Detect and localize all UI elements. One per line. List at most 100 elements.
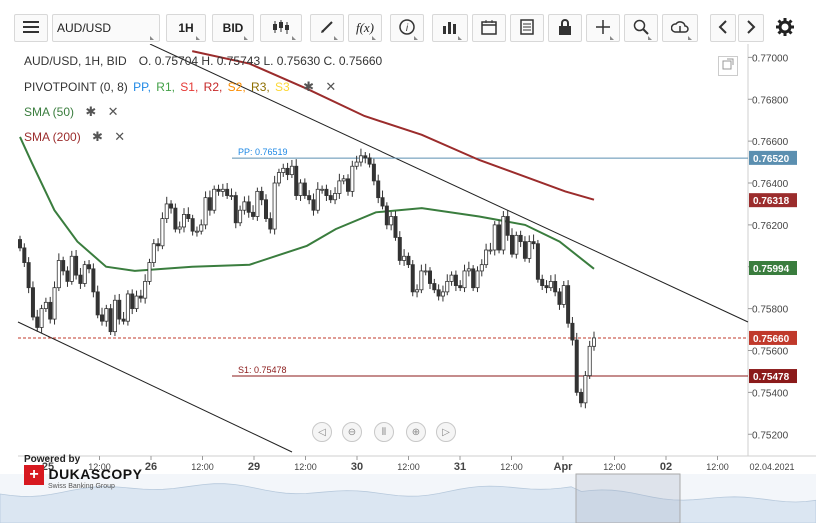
scroll-left-button[interactable]: ◁ xyxy=(312,422,332,442)
candle-body xyxy=(229,195,234,197)
pivot-item: S1, xyxy=(176,80,199,94)
x-tick-label: 12:00 xyxy=(191,462,214,472)
pivot-item: R2, xyxy=(200,80,223,94)
candle-body xyxy=(307,195,312,201)
candle-body xyxy=(289,165,294,176)
candle-body xyxy=(276,172,281,184)
candle-body xyxy=(423,270,428,273)
crosshair-icon xyxy=(595,19,611,38)
candle-body xyxy=(376,180,381,199)
pivot-items: PP, R1, S1, R2, S2, R3, S3 xyxy=(133,80,292,94)
y-tick-label: 0.75200 xyxy=(752,430,789,441)
sma200-settings-icon[interactable]: ✱ xyxy=(92,129,103,144)
instrument-selector[interactable]: AUD/USD xyxy=(52,14,160,42)
chart-type-button[interactable] xyxy=(260,14,302,42)
candle-body xyxy=(190,218,195,232)
navigator-window xyxy=(575,473,681,524)
candle-body xyxy=(251,211,256,217)
candle-body xyxy=(333,193,338,201)
candle-body xyxy=(505,216,510,236)
y-tick-label: 0.75400 xyxy=(752,388,789,399)
zoom-button[interactable] xyxy=(624,14,658,42)
pivot-settings-icon[interactable]: ✱ xyxy=(303,79,314,94)
pivot-close-icon[interactable]: ✕ xyxy=(325,79,337,94)
trendlines xyxy=(17,43,749,453)
zoom-out-button[interactable]: ⊖ xyxy=(342,422,362,442)
candle-body xyxy=(302,182,307,196)
candle-body xyxy=(112,299,117,333)
pp-label: PP: 0.76519 xyxy=(238,147,288,157)
upper-trendline xyxy=(149,43,749,323)
reset-button[interactable]: ⦀ xyxy=(374,422,394,442)
price-chart[interactable]: PP: 0.76519 S1: 0.75478 0.77000 0.76800 0.7… xyxy=(0,43,816,524)
zoom-icon xyxy=(633,19,649,38)
x-tick-label: 12:00 xyxy=(500,462,523,472)
x-tick-label: 29 xyxy=(248,461,260,473)
candle-body xyxy=(259,190,264,201)
svg-text:i: i xyxy=(406,23,409,34)
draw-button[interactable] xyxy=(310,14,344,42)
indicators-button[interactable] xyxy=(432,14,468,42)
candle-body xyxy=(74,255,79,276)
price-tag xyxy=(749,150,797,165)
calendar-button[interactable] xyxy=(472,14,506,42)
candle-body xyxy=(341,178,346,182)
price-tag xyxy=(749,193,797,208)
x-tick-label: 02 xyxy=(660,461,672,473)
side-selector[interactable]: BID xyxy=(212,14,254,42)
sma50-settings-icon[interactable]: ✱ xyxy=(85,104,97,119)
prev-button[interactable] xyxy=(710,14,736,42)
notes-button[interactable] xyxy=(510,14,544,42)
price-tag xyxy=(749,369,797,384)
candle-body xyxy=(151,243,156,263)
lock-button[interactable] xyxy=(548,14,582,42)
sma50-close-icon[interactable]: ✕ xyxy=(107,104,119,119)
calendar-icon xyxy=(481,19,497,38)
candle-body xyxy=(207,197,212,211)
candle-body xyxy=(501,216,506,251)
candle-body xyxy=(475,270,480,289)
candle-body xyxy=(87,264,92,270)
notes-icon xyxy=(520,18,534,38)
chart-area[interactable]: PP: 0.76519 S1: 0.75478 0.77000 0.76800 0.7… xyxy=(0,43,816,524)
function-button[interactable]: f(x) xyxy=(348,14,382,42)
popout-button[interactable] xyxy=(718,56,738,76)
popout-icon xyxy=(722,57,734,75)
candle-body xyxy=(30,287,35,318)
scroll-right-icon: ▷ xyxy=(442,426,450,438)
zoom-in-button[interactable]: ⊕ xyxy=(406,422,426,442)
sma200-close-icon[interactable]: ✕ xyxy=(114,129,126,144)
candle-body xyxy=(268,218,273,230)
next-icon xyxy=(746,19,756,37)
scroll-right-button[interactable]: ▷ xyxy=(436,422,456,442)
candle-body xyxy=(173,207,178,230)
sma200-legend: SMA (200) ✱ ✕ xyxy=(24,129,127,145)
candle-body xyxy=(492,224,497,251)
candle-body xyxy=(328,195,333,201)
pivot-item: S3 xyxy=(271,80,290,94)
pivot-legend: PIVOTPOINT (0, 8) PP, R1, S1, R2, S2, R3… xyxy=(24,79,338,95)
timeframe-selector[interactable]: 1H xyxy=(166,14,206,42)
candle-body xyxy=(440,291,445,297)
info-button[interactable]: i xyxy=(390,14,424,42)
candle-body xyxy=(78,274,83,284)
timeframe-label: 1H xyxy=(178,21,194,35)
candle-body xyxy=(160,218,165,247)
upload-button[interactable] xyxy=(662,14,698,42)
candle-body xyxy=(527,241,532,259)
crosshair-button[interactable] xyxy=(586,14,620,42)
y-tick-label: 0.75600 xyxy=(752,347,789,358)
candle-body xyxy=(298,182,303,196)
candle-body xyxy=(553,281,558,293)
candle-body xyxy=(557,291,562,305)
next-button[interactable] xyxy=(738,14,764,42)
candle-body xyxy=(432,283,437,291)
candle-body xyxy=(518,234,523,243)
settings-button[interactable] xyxy=(770,14,800,42)
price-tag-label: 0.75994 xyxy=(753,264,790,275)
candle-body xyxy=(592,337,597,347)
candle-body xyxy=(397,237,402,261)
x-tick-label: 12:00 xyxy=(397,462,420,472)
candle-body xyxy=(345,178,350,192)
menu-button[interactable] xyxy=(14,14,48,42)
